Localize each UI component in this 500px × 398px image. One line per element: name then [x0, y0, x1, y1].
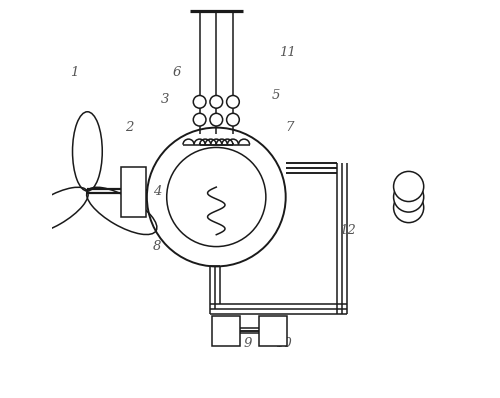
Circle shape [166, 147, 266, 247]
Bar [258, 316, 288, 346]
Text: 2: 2 [125, 121, 133, 134]
Circle shape [394, 193, 424, 222]
Circle shape [226, 113, 239, 126]
Text: 11: 11 [280, 46, 296, 59]
Circle shape [210, 113, 222, 126]
Text: 12: 12 [339, 224, 355, 237]
Text: 8: 8 [152, 240, 161, 253]
Text: 1: 1 [70, 66, 79, 78]
Circle shape [194, 96, 206, 108]
Text: 5: 5 [272, 90, 280, 102]
Text: 3: 3 [160, 94, 169, 106]
Text: 10: 10 [276, 337, 292, 350]
Text: 9: 9 [244, 337, 252, 350]
Text: 7: 7 [286, 121, 294, 134]
Circle shape [394, 172, 424, 201]
Text: 4: 4 [152, 185, 161, 197]
Bar [212, 316, 240, 346]
Bar [121, 167, 146, 217]
Circle shape [226, 96, 239, 108]
Circle shape [394, 182, 424, 212]
Text: 6: 6 [172, 66, 181, 78]
Circle shape [147, 128, 286, 266]
Circle shape [210, 96, 222, 108]
Circle shape [194, 113, 206, 126]
